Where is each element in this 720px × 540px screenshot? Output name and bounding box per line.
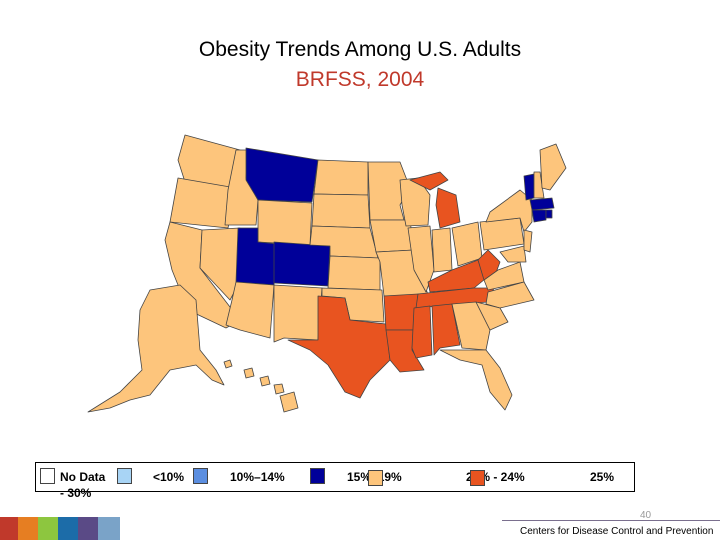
- state-florida: [439, 349, 513, 411]
- legend-label-wrap: - 30%: [60, 486, 92, 500]
- state-south-dakota: [311, 193, 371, 229]
- state-georgia: [451, 301, 491, 351]
- legend-label-no-data: No Data: [60, 470, 106, 484]
- state-texas: [287, 295, 391, 399]
- color-strip-4: [58, 517, 78, 540]
- legend-swatch-20-24: [368, 470, 383, 486]
- legend-label-lt10: <10%: [153, 470, 185, 484]
- legend-label-10-14: 10%–14%: [230, 470, 285, 484]
- state-montana: [245, 147, 319, 203]
- state-new-mexico: [273, 284, 323, 343]
- color-strip-5: [78, 517, 98, 540]
- state-kansas: [327, 255, 381, 291]
- footer-cdc: Centers for Disease Control and Preventi…: [520, 526, 714, 537]
- legend-label-25: 25%: [590, 470, 615, 484]
- state-hawaii-4: [273, 383, 285, 395]
- state-virginia: [483, 261, 525, 291]
- state-north-carolina: [485, 281, 535, 309]
- state-ohio: [451, 221, 483, 267]
- footer-rule: [502, 520, 720, 521]
- state-connecticut: [531, 209, 547, 223]
- legend-swatch-lt10: [117, 468, 132, 484]
- state-colorado: [273, 241, 331, 287]
- state-hawaii-1: [223, 359, 233, 369]
- legend-swatch-no-data: [40, 468, 55, 484]
- legend-swatch-10-14: [193, 468, 208, 484]
- state-hawaii-5: [279, 391, 299, 413]
- legend-swatch-15-19: [310, 468, 325, 484]
- state-south-carolina: [475, 301, 509, 331]
- state-massachusetts: [529, 197, 555, 211]
- color-strip-6: [98, 517, 120, 540]
- legend-frame: [35, 462, 635, 492]
- state-indiana: [431, 227, 453, 273]
- state-oregon: [169, 177, 237, 229]
- state-new-jersey: [523, 229, 533, 253]
- page-number: 40: [640, 510, 652, 521]
- state-michigan: [435, 187, 461, 229]
- state-hawaii-3: [259, 375, 271, 387]
- state-pennsylvania: [479, 217, 525, 251]
- color-strip-3: [38, 517, 58, 540]
- state-wyoming: [257, 199, 313, 246]
- state-alaska: [87, 284, 225, 413]
- state-maine: [539, 143, 567, 191]
- state-vermont: [523, 173, 535, 201]
- state-maryland: [499, 245, 527, 263]
- map-subtitle: BRFSS, 2004: [295, 68, 425, 91]
- state-north-dakota: [313, 159, 369, 196]
- color-strip-1: [0, 517, 18, 540]
- map-title: Obesity Trends Among U.S. Adults: [198, 38, 522, 61]
- state-alabama: [431, 303, 461, 356]
- state-new-hampshire: [533, 171, 545, 199]
- color-strip-2: [18, 517, 38, 540]
- state-mississippi: [411, 305, 433, 359]
- state-hawaii-2: [243, 367, 255, 379]
- legend-swatch-25: [470, 470, 485, 486]
- state-new-york: [485, 189, 533, 233]
- state-michigan-upper: [409, 171, 449, 191]
- state-rhode-island: [545, 209, 553, 219]
- us-obesity-map: [87, 134, 567, 413]
